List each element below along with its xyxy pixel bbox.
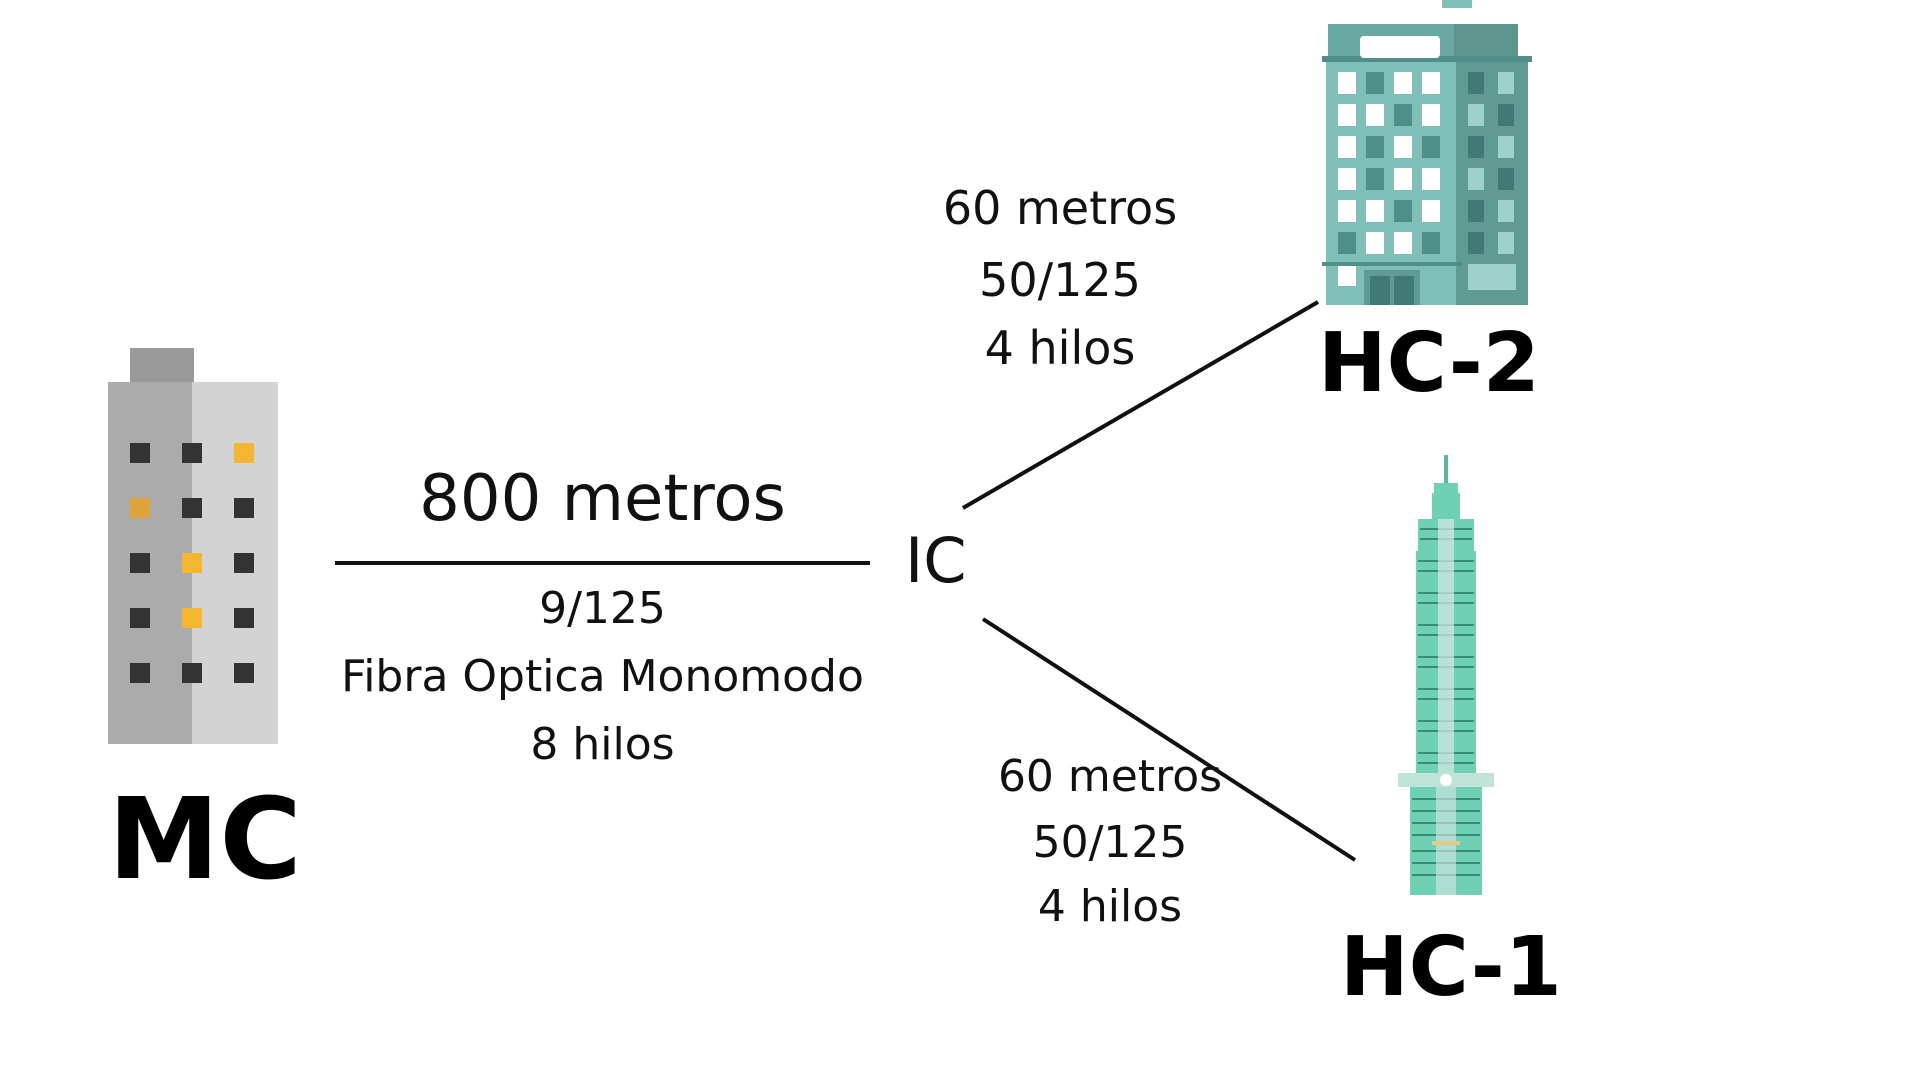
node-label-hc1: HC-1 bbox=[1340, 920, 1562, 1015]
link-mc-ic-distance: 800 metros bbox=[419, 462, 786, 536]
link-ic-hc1-line bbox=[981, 617, 1357, 862]
node-label-hc2: HC-2 bbox=[1318, 316, 1540, 411]
office-building-teal-icon bbox=[1322, 0, 1532, 305]
link-ic-hc2-strands: 4 hilos bbox=[984, 321, 1136, 375]
link-mc-ic-fiber: 9/125 bbox=[539, 583, 666, 634]
link-ic-hc2-fiber: 50/125 bbox=[979, 253, 1141, 307]
node-label-mc: MC bbox=[108, 775, 302, 905]
link-ic-hc2-distance: 60 metros bbox=[942, 181, 1178, 235]
link-ic-hc2-line bbox=[961, 300, 1320, 510]
office-building-gray-icon bbox=[108, 348, 278, 744]
link-mc-ic-strands: 8 hilos bbox=[530, 719, 675, 770]
node-label-ic: IC bbox=[905, 524, 967, 597]
link-ic-hc1-distance: 60 metros bbox=[997, 751, 1223, 802]
skyscraper-tower-icon bbox=[1398, 455, 1494, 895]
link-mc-ic-type: Fibra Optica Monomodo bbox=[341, 651, 864, 702]
link-ic-hc1-fiber: 50/125 bbox=[1032, 817, 1188, 868]
link-ic-hc1-strands: 4 hilos bbox=[1037, 881, 1183, 932]
